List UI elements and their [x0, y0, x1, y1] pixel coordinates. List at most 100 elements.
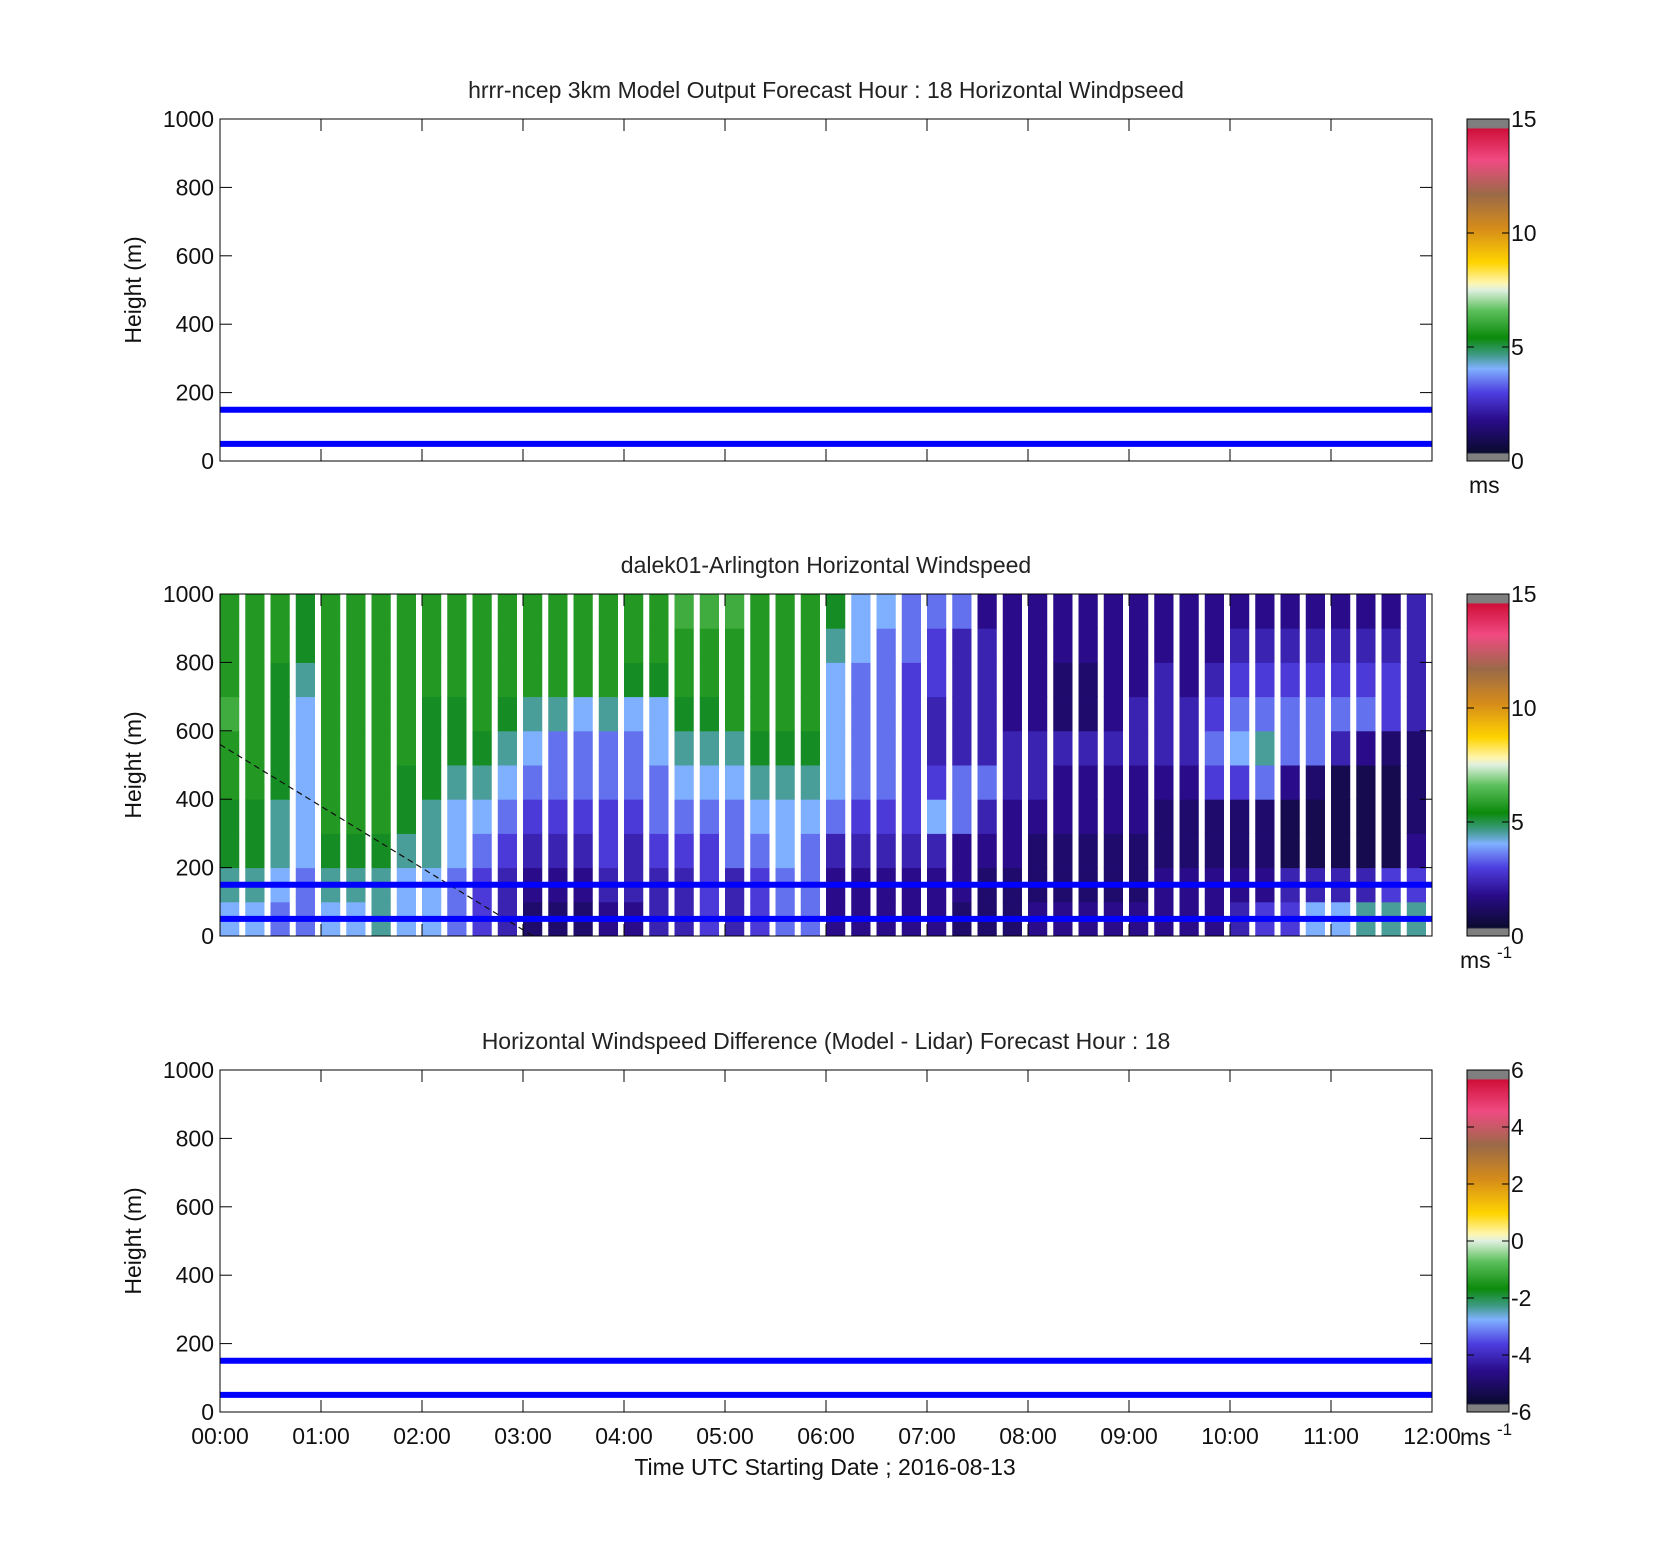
heatmap-cell: [750, 628, 770, 663]
heatmap-cell: [1230, 833, 1250, 869]
y-tick-label: 0: [201, 448, 214, 474]
y-tick-label: 600: [176, 1194, 214, 1220]
heatmap-cell: [927, 833, 947, 869]
panel-2: dalek01-Arlington Horizontal Windspeed 0 2…: [120, 552, 1537, 973]
heatmap-cell: [977, 696, 997, 732]
heatmap-cell: [876, 765, 896, 800]
heatmap-cell: [321, 662, 341, 698]
y-tick-label: 600: [176, 243, 214, 269]
heatmap-cell: [270, 662, 290, 698]
heatmap-cell: [725, 730, 745, 766]
heatmap-cell: [927, 765, 947, 800]
heatmap-cell: [851, 833, 871, 869]
heatmap-cell: [396, 594, 416, 629]
heatmap-cell: [573, 799, 593, 834]
heatmap-cell: [1230, 730, 1250, 766]
heatmap-cell: [750, 696, 770, 732]
heatmap-cell: [295, 765, 315, 800]
heatmap-cell: [295, 628, 315, 663]
heatmap-cell: [901, 799, 921, 834]
heatmap-cell: [1154, 833, 1174, 869]
heatmap-cell: [447, 628, 467, 663]
heatmap-cell: [1002, 662, 1022, 698]
heatmap-cell: [977, 730, 997, 766]
heatmap-cell: [624, 696, 644, 732]
heatmap-cell: [346, 696, 366, 732]
colorbar-unit-exponent: -1: [1497, 943, 1512, 962]
heatmap-cell: [573, 594, 593, 629]
heatmap-cell: [1179, 799, 1199, 834]
heatmap-cell: [624, 730, 644, 766]
heatmap-cell: [1331, 662, 1351, 698]
heatmap-cell: [270, 628, 290, 663]
heatmap-cell: [1179, 765, 1199, 800]
x-tick-label: 01:00: [292, 1423, 350, 1449]
heatmap-cell: [1305, 628, 1325, 663]
heatmap-cell: [1280, 730, 1300, 766]
y-tick-label: 800: [176, 649, 214, 675]
heatmap-cell: [1053, 628, 1073, 663]
heatmap-cell: [1154, 594, 1174, 629]
heatmap-cell: [952, 799, 972, 834]
heatmap-cell: [523, 833, 543, 869]
heatmap-cell: [396, 833, 416, 869]
heatmap-cell: [624, 833, 644, 869]
heatmap-cell: [1305, 696, 1325, 732]
heatmap-cell: [1002, 594, 1022, 629]
heatmap-cell: [1381, 799, 1401, 834]
heatmap-cell: [1331, 799, 1351, 834]
heatmap-cell: [295, 730, 315, 766]
heatmap-cell: [422, 765, 442, 800]
heatmap-cell: [371, 765, 391, 800]
heatmap-cell: [321, 833, 341, 869]
heatmap-cell: [548, 628, 568, 663]
heatmap-cell: [699, 628, 719, 663]
heatmap-cell: [725, 662, 745, 698]
heatmap-cell: [497, 628, 517, 663]
y-tick-label: 0: [201, 1399, 214, 1425]
heatmap-cell: [851, 765, 871, 800]
heatmap-cell: [573, 696, 593, 732]
heatmap-cell: [1331, 730, 1351, 766]
heatmap-cell: [1129, 765, 1149, 800]
x-tick-label: 05:00: [696, 1423, 754, 1449]
colorbar-tick-label: 15: [1511, 581, 1537, 607]
heatmap-cell: [1406, 594, 1426, 629]
heatmap-cell: [624, 765, 644, 800]
heatmap-cell: [1204, 628, 1224, 663]
heatmap-cell: [1078, 799, 1098, 834]
heatmap-cell: [649, 799, 669, 834]
heatmap-cell: [1078, 594, 1098, 629]
heatmap-cell: [674, 696, 694, 732]
heatmap-cell: [674, 628, 694, 663]
heatmap-cell: [1179, 730, 1199, 766]
heatmap-cell: [977, 765, 997, 800]
heatmap-cell: [674, 662, 694, 698]
heatmap-cell: [1028, 799, 1048, 834]
heatmap-cell: [901, 628, 921, 663]
heatmap-cell: [472, 594, 492, 629]
heatmap-cell: [346, 799, 366, 834]
heatmap-cell: [901, 765, 921, 800]
colorbar-unit-exponent: -1: [1497, 1420, 1512, 1439]
colorbar: 0 5 10 15 ms: [1466, 106, 1537, 498]
heatmap-cell: [1053, 662, 1073, 698]
heatmap-cell: [1204, 730, 1224, 766]
y-tick-label: 200: [176, 855, 214, 881]
panel-title: dalek01-Arlington Horizontal Windspeed: [621, 552, 1031, 578]
heatmap-cell: [699, 765, 719, 800]
heatmap-cell: [977, 799, 997, 834]
heatmap-cell: [1053, 833, 1073, 869]
y-axis-label: Height (m): [120, 711, 146, 818]
heatmap-cell: [1179, 833, 1199, 869]
heatmap-cell: [1154, 696, 1174, 732]
colorbar-tick-label: 15: [1511, 106, 1537, 132]
heatmap-cell: [1331, 833, 1351, 869]
heatmap-cell: [245, 662, 265, 698]
heatmap-cell: [220, 696, 240, 732]
heatmap-cell: [1280, 799, 1300, 834]
heatmap-cell: [1179, 594, 1199, 629]
heatmap-cell: [1129, 628, 1149, 663]
y-tick-label: 600: [176, 718, 214, 744]
heatmap-cell: [977, 594, 997, 629]
